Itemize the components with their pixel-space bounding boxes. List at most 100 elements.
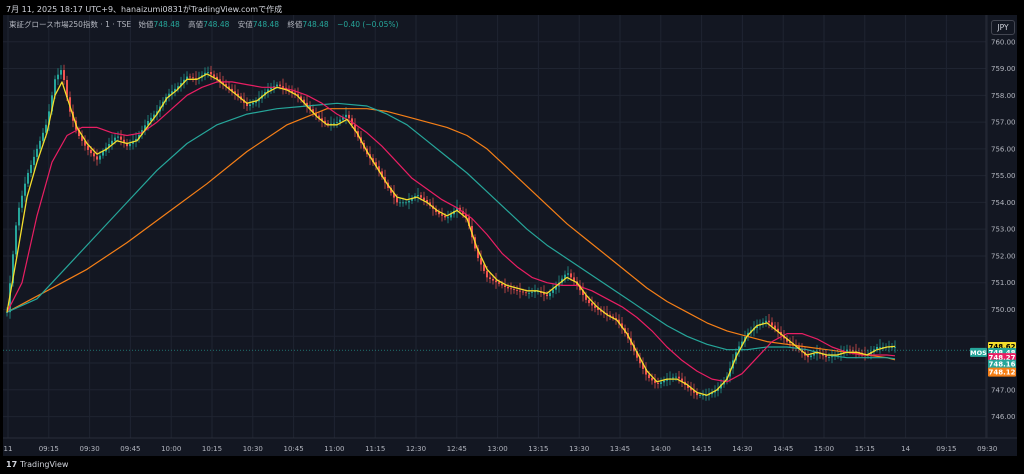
candle-body (138, 134, 140, 139)
low-value: 748.48 (252, 20, 280, 29)
candle-body (84, 140, 86, 146)
candle-body (303, 99, 305, 103)
y-tick-label: 755.00 (991, 172, 1016, 180)
candle-body (579, 285, 581, 291)
candle-body (300, 96, 302, 100)
x-tick-label: 14:00 (651, 445, 671, 453)
candle-body (330, 123, 332, 125)
candle-body (171, 91, 173, 94)
candle-body (810, 355, 812, 358)
candle-body (309, 106, 311, 110)
candle-body (741, 341, 743, 347)
time-axis[interactable]: 11 09:15 09:30 09:45 10:00 10:15 10:30 10:45 11:… (4, 445, 998, 453)
y-tick-label: 746.00 (991, 413, 1016, 421)
x-tick-label: 11:00 (324, 445, 344, 453)
candle-body (186, 76, 188, 80)
candle-body (192, 77, 194, 79)
x-tick-label: 09:30 (80, 445, 100, 453)
candle-body (522, 291, 524, 293)
candle-body (345, 114, 347, 118)
x-tick-label: 09:15 (39, 445, 59, 453)
candle-body (609, 314, 611, 317)
x-tick-label: 15:00 (814, 445, 834, 453)
candle-body (333, 122, 335, 124)
high-label: 高値 (188, 20, 204, 29)
candle-body (306, 102, 308, 107)
x-tick-label: 09:15 (936, 445, 956, 453)
candle-body (114, 137, 116, 141)
candle-body (891, 346, 893, 348)
candle-body (153, 114, 155, 118)
candle-body (174, 88, 176, 92)
candle-body (282, 86, 284, 88)
candle-body (117, 136, 119, 138)
candle-body (594, 305, 596, 308)
price-axis[interactable]: 746.00 747.00 750.00 751.00 752.00 753.00 754.… (991, 38, 1016, 421)
candle-body (756, 325, 758, 328)
y-tick-label: 759.00 (991, 65, 1016, 73)
candle-body (27, 172, 29, 184)
candle-body (378, 166, 380, 172)
candle-body (195, 78, 197, 79)
y-tick-label: 750.00 (991, 306, 1016, 314)
candle-body (645, 368, 647, 375)
candle-body (390, 187, 392, 193)
candle-body (408, 200, 410, 203)
candle-body (318, 115, 320, 119)
candle-body (639, 357, 641, 364)
candle-body (591, 303, 593, 306)
candle-body (492, 278, 494, 281)
tradingview-logo[interactable]: 17 TradingView (6, 460, 68, 469)
candle-body (813, 353, 815, 356)
candle-body (36, 148, 38, 157)
candle-body (816, 352, 818, 354)
candle-body (456, 207, 458, 211)
candle-body (324, 120, 326, 124)
candle-body (696, 392, 698, 396)
candle-body (231, 88, 233, 92)
candle-body (768, 320, 770, 323)
high-value: 748.48 (203, 20, 230, 29)
symbol-name[interactable]: 東証グロース市場250指数 · 1 · TSE (9, 20, 132, 29)
ma-line-2 (6, 102, 896, 360)
candle-body (825, 355, 827, 358)
currency-button[interactable]: JPY (991, 20, 1015, 35)
candle-body (426, 199, 428, 203)
price-label: 748.16 (988, 361, 1015, 369)
candle-body (120, 136, 122, 140)
candle-body (150, 117, 152, 122)
x-tick-label: 09:30 (977, 445, 997, 453)
candle-body (402, 202, 404, 204)
candle-body (573, 277, 575, 282)
candle-body (486, 270, 488, 278)
candle-body (336, 122, 338, 123)
candle-body (567, 273, 569, 275)
candle-body (129, 143, 131, 147)
candle-body (60, 70, 62, 75)
x-tick-label: 13:45 (610, 445, 630, 453)
candle-body (777, 328, 779, 332)
candle-body (672, 377, 674, 379)
candle-body (660, 382, 662, 384)
candle-body (144, 125, 146, 131)
candle-body (702, 395, 704, 396)
y-tick-label: 747.00 (991, 386, 1016, 394)
y-tick-label: 758.00 (991, 92, 1016, 100)
candle-body (252, 102, 254, 105)
candle-body (246, 102, 248, 107)
x-tick-label: 15:15 (855, 445, 875, 453)
candle-body (615, 318, 617, 320)
candle-body (312, 109, 314, 113)
x-tick-label: 11:15 (365, 445, 385, 453)
candle-body (516, 289, 518, 291)
candle-body (534, 291, 536, 293)
candle-body (225, 84, 227, 87)
candle-body (612, 316, 614, 319)
price-label: 748.48 (988, 349, 1015, 357)
x-tick-label: 13:30 (569, 445, 589, 453)
moving-average-lines (6, 73, 896, 396)
x-tick-label: 10:30 (243, 445, 263, 453)
candle-body (393, 192, 395, 198)
candle-body (66, 80, 68, 98)
